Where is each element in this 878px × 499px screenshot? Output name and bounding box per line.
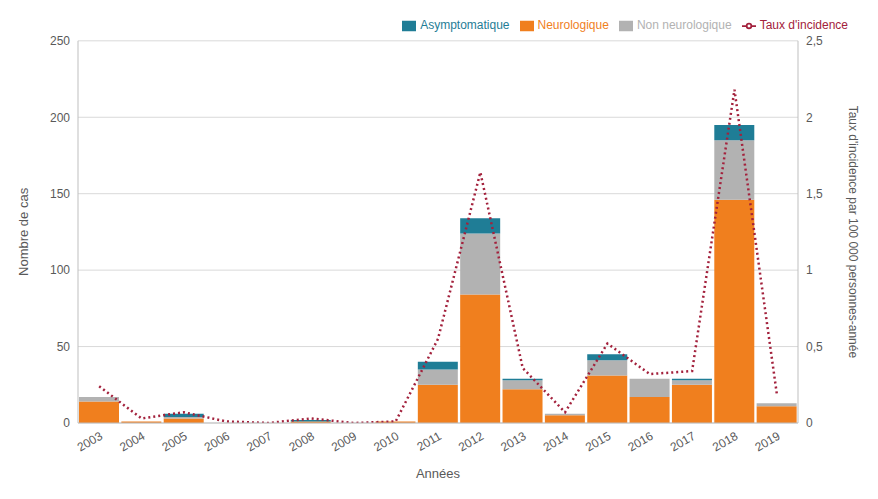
svg-text:2016: 2016 [625, 429, 655, 455]
svg-text:2009: 2009 [329, 429, 359, 455]
html-text:Non neurologique: Non neurologique [636, 18, 732, 32]
svg-text:2014: 2014 [541, 429, 571, 455]
svg-text:2015: 2015 [583, 429, 613, 455]
svg-text:2018: 2018 [710, 429, 740, 455]
svg-text:2005: 2005 [160, 429, 190, 455]
svg-text:2004: 2004 [117, 429, 147, 455]
svg-text:150: 150 [50, 187, 70, 201]
svg-text:2010: 2010 [371, 429, 401, 455]
svg-text:250: 250 [50, 34, 70, 48]
svg-text:1,5: 1,5 [806, 187, 823, 201]
svg-text:100: 100 [50, 263, 70, 277]
svg-text:2,5: 2,5 [806, 34, 823, 48]
svg-text:2011: 2011 [414, 429, 444, 454]
html-text:Neurologique: Neurologique [537, 18, 609, 32]
svg-text:2012: 2012 [456, 429, 486, 455]
svg-text:2006: 2006 [202, 429, 232, 455]
svg-text:Taux d'incidence par 100 000 p: Taux d'incidence par 100 000 personnes-a… [846, 106, 860, 359]
svg-text:0: 0 [806, 416, 813, 430]
html-text:Asymptomatique: Asymptomatique [420, 18, 510, 32]
svg-text:2003: 2003 [75, 429, 105, 455]
svg-text:2013: 2013 [498, 429, 528, 455]
svg-text:0: 0 [63, 416, 70, 430]
svg-text:Années: Années [416, 466, 461, 481]
svg-text:1: 1 [806, 263, 813, 277]
svg-text:0,5: 0,5 [806, 340, 823, 354]
svg-text:2017: 2017 [668, 429, 698, 455]
svg-text:Nombre de cas: Nombre de cas [16, 187, 31, 276]
svg-text:2007: 2007 [244, 429, 274, 455]
svg-text:50: 50 [57, 340, 71, 354]
svg-text:2019: 2019 [752, 429, 782, 455]
svg-text:2: 2 [806, 111, 813, 125]
html-text:Taux d'incidence: Taux d'incidence [759, 18, 848, 32]
svg-text:2008: 2008 [287, 429, 317, 455]
svg-text:200: 200 [50, 111, 70, 125]
